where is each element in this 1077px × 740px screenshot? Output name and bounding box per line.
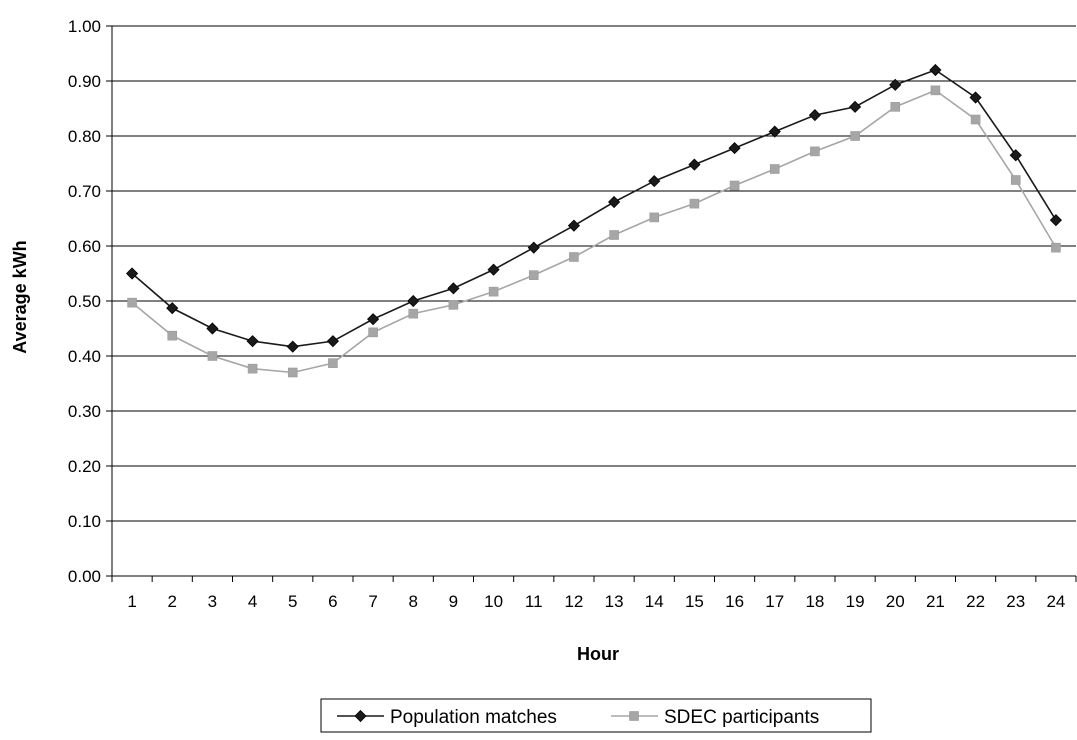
x-tick-label: 4 (248, 592, 257, 611)
x-tick-label: 22 (966, 592, 985, 611)
x-tick-label: 5 (288, 592, 297, 611)
data-point-sdec-participants (930, 85, 941, 96)
data-point-population-matches (688, 158, 701, 171)
data-point-population-matches (889, 78, 902, 91)
data-point-population-matches (166, 302, 179, 315)
data-point-sdec-participants (1010, 175, 1021, 185)
legend-box (320, 698, 872, 733)
x-tick-label: 9 (449, 592, 458, 611)
series-layer (126, 63, 1062, 378)
data-point-sdec-participants (729, 180, 740, 191)
data-point-sdec-participants (247, 363, 258, 374)
y-tick-label: 0.30 (68, 402, 101, 421)
data-point-population-matches (447, 282, 460, 295)
data-point-sdec-participants (528, 270, 539, 280)
data-point-population-matches (929, 63, 942, 77)
data-point-sdec-participants (207, 351, 218, 361)
grid-layer (112, 25, 1076, 522)
x-tick-label: 13 (605, 592, 624, 611)
data-point-population-matches (286, 340, 299, 353)
data-point-sdec-participants (328, 358, 338, 368)
data-point-population-matches (1009, 149, 1022, 162)
legend-marker-sdec-participants (629, 711, 639, 721)
y-axis-title: Average kWh (10, 240, 30, 353)
series-line-sdec-participants (131, 89, 1057, 374)
x-axis-title: Hour (577, 644, 619, 664)
data-point-population-matches (768, 125, 781, 138)
data-point-population-matches (648, 175, 661, 188)
y-tick-label: 0.10 (68, 512, 101, 531)
label-layer: 0.00 0.10 0.20 0.30 0.40 0.50 0.60 0.70 0.80 0.90… (68, 17, 1065, 611)
data-point-sdec-participants (488, 286, 499, 297)
x-tick-label: 20 (886, 592, 905, 611)
x-tick-label: 23 (1006, 592, 1025, 611)
data-point-population-matches (808, 109, 821, 122)
legend-label-sdec-participants: SDEC participants (664, 707, 819, 728)
data-point-population-matches (126, 267, 139, 280)
data-point-population-matches (728, 142, 741, 155)
data-point-sdec-participants (890, 102, 901, 112)
x-tick-label: 3 (208, 592, 217, 611)
x-tick-label: 2 (168, 592, 177, 611)
data-point-sdec-participants (769, 164, 780, 174)
x-tick-label: 24 (1046, 592, 1065, 611)
x-tick-label: 12 (564, 592, 583, 611)
legend: Population matches SDEC participants (320, 698, 872, 733)
data-point-sdec-participants (127, 297, 137, 308)
data-point-sdec-participants (287, 367, 298, 378)
data-point-sdec-participants (609, 230, 619, 240)
y-tick-label: 0.20 (68, 457, 101, 476)
data-point-sdec-participants (649, 212, 660, 223)
data-point-population-matches (567, 219, 580, 232)
data-point-population-matches (246, 335, 259, 348)
data-point-population-matches (849, 100, 862, 113)
data-point-sdec-participants (448, 300, 459, 310)
y-tick-label: 0.60 (68, 237, 101, 256)
data-point-population-matches (608, 195, 621, 209)
x-tick-label: 14 (645, 592, 664, 611)
x-tick-label: 10 (484, 592, 503, 611)
legend-label-population-matches: Population matches (390, 707, 557, 728)
y-tick-label: 0.80 (68, 127, 101, 146)
x-tick-label: 8 (409, 592, 418, 611)
axis-layer (106, 25, 1077, 582)
data-point-sdec-participants (368, 327, 378, 338)
data-point-sdec-participants (689, 198, 700, 209)
data-point-population-matches (326, 335, 339, 348)
data-point-population-matches (206, 322, 219, 335)
x-tick-label: 19 (846, 592, 865, 611)
y-tick-label: 0.90 (68, 72, 101, 91)
data-point-population-matches (407, 294, 420, 308)
x-tick-label: 16 (725, 592, 744, 611)
data-point-population-matches (487, 263, 500, 276)
x-tick-label: 11 (525, 592, 543, 611)
x-tick-label: 17 (765, 592, 784, 611)
x-tick-label: 7 (368, 592, 377, 611)
data-point-sdec-participants (408, 308, 419, 319)
x-tick-label: 6 (328, 592, 337, 611)
data-point-sdec-participants (569, 252, 579, 262)
x-tick-label: 15 (685, 592, 704, 611)
x-tick-label: 21 (926, 592, 945, 611)
y-tick-label: 0.40 (68, 347, 101, 366)
legend-marker-population-matches (354, 709, 367, 723)
x-tick-label: 1 (127, 592, 136, 611)
data-point-sdec-participants (167, 330, 178, 341)
y-tick-label: 1.00 (68, 17, 101, 36)
data-point-population-matches (969, 91, 982, 104)
y-tick-label: 0.70 (68, 182, 101, 201)
data-point-population-matches (1049, 214, 1062, 227)
x-tick-label: 18 (805, 592, 824, 611)
data-point-population-matches (367, 313, 380, 326)
series-line-population-matches (131, 69, 1057, 348)
data-point-population-matches (527, 241, 540, 254)
y-tick-label: 0.50 (68, 292, 101, 311)
data-point-sdec-participants (1051, 242, 1061, 253)
data-point-sdec-participants (970, 114, 981, 125)
data-point-sdec-participants (850, 131, 860, 141)
data-point-sdec-participants (810, 146, 820, 157)
y-tick-label: 0.00 (68, 567, 101, 586)
